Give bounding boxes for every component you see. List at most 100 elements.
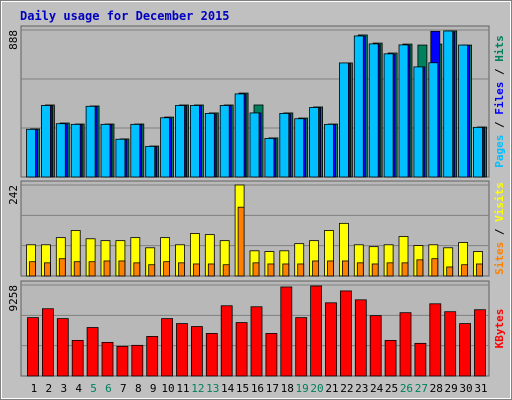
x-tick-label: 26: [400, 382, 413, 395]
bar: [309, 107, 320, 178]
legend: Sites / Visits: [493, 182, 506, 275]
x-tick-label: 23: [355, 382, 368, 395]
x-tick-label: 8: [135, 382, 142, 395]
bar: [282, 263, 290, 277]
x-tick-label: 15: [236, 382, 249, 395]
bar: [250, 306, 263, 377]
bar: [474, 309, 486, 377]
bar: [267, 263, 275, 277]
bar: [443, 30, 454, 178]
bar: [118, 260, 126, 277]
x-tick-label: 30: [459, 382, 472, 395]
bar: [189, 105, 200, 178]
bar: [146, 336, 159, 377]
bar: [237, 206, 245, 277]
chart-title: Daily usage for December 2015: [20, 9, 230, 23]
bar: [414, 342, 427, 377]
bar: [264, 138, 275, 178]
bar: [416, 259, 424, 277]
bar: [356, 262, 364, 277]
bar: [103, 260, 111, 277]
bar: [133, 262, 141, 277]
bar: [249, 112, 260, 178]
bar: [219, 105, 230, 178]
bar: [327, 260, 334, 277]
x-tick-label: 14: [221, 382, 235, 395]
bar: [44, 262, 51, 277]
bar: [42, 308, 54, 377]
bar: [279, 113, 290, 178]
x-tick-label: 16: [251, 382, 264, 395]
bar: [71, 339, 84, 377]
bar: [73, 261, 81, 277]
x-tick-label: 10: [161, 382, 174, 395]
bar: [115, 138, 126, 178]
bar: [446, 266, 454, 277]
bar: [86, 327, 99, 377]
bar: [175, 105, 185, 178]
bar: [476, 263, 483, 277]
y-tick-label: 888: [7, 30, 20, 50]
bar: [386, 262, 394, 277]
x-tick-label: 28: [430, 382, 443, 395]
legend: KBytes: [493, 309, 506, 349]
bar: [101, 341, 114, 377]
bar: [190, 326, 203, 377]
bar: [325, 302, 337, 377]
bar: [341, 260, 349, 277]
bar: [207, 263, 215, 277]
bar: [444, 311, 457, 377]
bar: [204, 113, 215, 178]
bar: [252, 262, 260, 277]
bar: [100, 123, 111, 178]
bar: [148, 264, 156, 277]
legend-entry: Pages: [493, 135, 506, 168]
legend-separator: /: [493, 62, 506, 82]
x-tick-label: 9: [150, 382, 157, 395]
legend-entry: Hits: [493, 35, 506, 62]
x-tick-label: 19: [296, 382, 309, 395]
bar: [235, 322, 248, 377]
legend: Pages / Files / Hits: [493, 35, 506, 168]
bar: [160, 117, 171, 178]
bar: [354, 299, 367, 377]
bar: [294, 118, 305, 178]
bar: [461, 264, 469, 277]
x-tick-label: 25: [385, 382, 398, 395]
bar: [116, 345, 129, 377]
bar: [458, 44, 469, 178]
bar: [431, 258, 439, 277]
x-tick-label: 21: [325, 382, 338, 395]
bar: [27, 317, 39, 377]
x-tick-label: 6: [105, 382, 112, 395]
bar: [85, 105, 96, 178]
bar: [234, 93, 245, 178]
x-tick-label: 20: [310, 382, 323, 395]
bar: [398, 44, 409, 178]
x-tick-label: 12: [191, 382, 204, 395]
bar: [324, 123, 334, 178]
bar: [131, 344, 144, 377]
bar: [29, 261, 36, 277]
x-tick-label: 24: [370, 382, 384, 395]
x-tick-label: 13: [206, 382, 219, 395]
bar: [310, 285, 323, 377]
bar: [339, 290, 352, 377]
x-tick-label: 27: [415, 382, 428, 395]
x-tick-label: 22: [340, 382, 353, 395]
x-tick-label: 11: [176, 382, 189, 395]
y-tick-label: 242: [7, 185, 20, 205]
x-tick-label: 4: [75, 382, 82, 395]
bar: [384, 339, 397, 377]
bar: [176, 323, 188, 377]
bar: [58, 258, 66, 277]
bar: [371, 263, 379, 277]
bar: [220, 305, 233, 377]
bar: [70, 123, 81, 178]
x-tick-label: 31: [474, 382, 487, 395]
bar: [368, 43, 379, 178]
bar: [205, 333, 218, 377]
bar: [56, 318, 69, 377]
